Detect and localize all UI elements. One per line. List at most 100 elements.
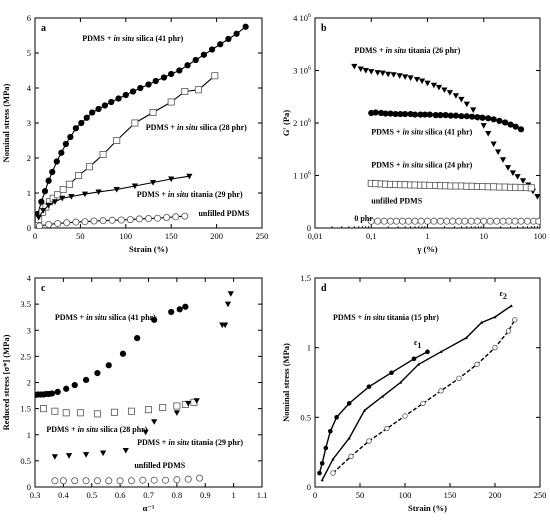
point-unloading [366, 438, 372, 444]
point-unfilled-pdms [90, 217, 98, 225]
point-unfilled-pdms [524, 217, 532, 225]
point-pdms-in-situ-silica-24-phr- [527, 184, 535, 192]
point-pdms-in-situ-titania-26-phr- [413, 76, 421, 83]
point-pdms-in-situ-titania-29-phr- [224, 301, 232, 308]
point-pdms-in-situ-silica-41-phr- [49, 168, 56, 176]
y-tick-label: 1 [27, 430, 31, 440]
point-unfilled-pdms [173, 476, 181, 484]
point-pdms-in-situ-titania-29-phr- [100, 450, 107, 457]
point-unfilled-pdms [455, 217, 463, 225]
point-unfilled-pdms [36, 222, 44, 228]
annotation: PDMS + in situ silica (28 phr) [146, 123, 247, 132]
point-pdms-in-situ-silica-28-phr- [85, 163, 93, 171]
point--1 [411, 356, 417, 362]
point-pdms-in-situ-silica-41-phr- [217, 41, 224, 48]
point-pdms-in-situ-titania-26-phr- [463, 101, 470, 108]
point-unfilled-pdms [135, 215, 143, 223]
point-pdms-in-situ-silica-24-phr- [426, 181, 434, 189]
point-unfilled-pdms [108, 216, 116, 224]
y-axis-label: Nominal stress (MPa) [281, 343, 291, 422]
point--2 [331, 457, 335, 461]
annotation-italic: in situ [86, 313, 107, 322]
point-unfilled-pdms [517, 217, 525, 225]
point-pdms-in-situ-titania-26-phr- [407, 75, 414, 81]
y-tick-label: 3 [27, 118, 31, 128]
point-pdms-in-situ-silica-41-phr- [72, 125, 79, 132]
point-unfilled-pdms [163, 213, 171, 221]
point-pdms-in-situ-silica-41-phr- [517, 126, 525, 133]
x-tick-label: 0 [33, 231, 37, 241]
point-pdms-in-situ-silica-41-phr- [387, 110, 394, 117]
point-pdms-in-situ-titania-29-phr- [59, 195, 66, 202]
point-unfilled-pdms [150, 476, 158, 484]
annotation-part: PDMS + [46, 425, 77, 434]
point-pdms-in-situ-titania-26-phr- [424, 80, 431, 87]
point-unfilled-pdms [93, 477, 101, 485]
annotation: PDMS + in situ silica (24 phr) [371, 161, 472, 170]
point-pdms-in-situ-silica-28-phr- [51, 407, 59, 415]
x-tick-label: 150 [165, 231, 178, 241]
annotation: unfilled PDMS [371, 196, 422, 205]
point--2 [398, 380, 403, 384]
point-pdms-in-situ-titania-29-phr- [149, 180, 157, 186]
point-unfilled-pdms [449, 217, 457, 225]
annotation-subscript: 2 [503, 292, 507, 301]
x-tick-label: 0,01 [308, 231, 323, 241]
point-pdms-in-situ-silica-28-phr- [62, 409, 70, 417]
point-pdms-in-situ-silica-41-phr- [182, 303, 189, 310]
point-pdms-in-situ-silica-28-phr- [93, 410, 101, 418]
point-unfilled-pdms [505, 217, 513, 225]
y-tick-exponent: 6 [308, 118, 311, 124]
point-pdms-in-situ-silica-41-phr- [137, 84, 144, 92]
x-tick-label: 0.3 [30, 490, 41, 500]
point-pdms-in-situ-titania-29-phr- [173, 410, 180, 416]
point--2 [439, 350, 443, 354]
point-unloading [492, 344, 498, 351]
annotation: unfilled PDMS [134, 461, 185, 470]
point-unfilled-pdms [144, 215, 152, 223]
point-pdms-in-situ-silica-41-phr- [89, 109, 96, 116]
y-tick-label: 0.5 [300, 412, 311, 422]
point-pdms-in-situ-silica-28-phr- [144, 406, 152, 414]
point-pdms-in-situ-silica-41-phr- [101, 102, 109, 109]
panel-c: 0.3 0.4 0.5 0.6 0.7 0.8 0.9 1 1.1 0 0.5 1 1.5 2 2.5 3 3.… [1, 273, 267, 513]
annotation-italic: in situ [402, 128, 423, 137]
point-unfilled-pdms [72, 218, 80, 226]
point-pdms-in-situ-silica-41-phr- [512, 123, 519, 130]
point-pdms-in-situ-titania-26-phr- [435, 84, 443, 91]
x-tick-label: 0.7 [143, 490, 154, 500]
point-unfilled-pdms [51, 477, 59, 485]
point-pdms-in-situ-silica-41-phr- [48, 390, 56, 397]
y-tick-label: 2 [27, 153, 31, 163]
y-tick-label: 1 106 [293, 171, 311, 181]
point-unfilled-pdms [480, 217, 488, 225]
annotation: ε1 [414, 338, 421, 350]
point-pdms-in-situ-silica-28-phr- [211, 72, 219, 80]
point-unfilled-pdms [196, 474, 204, 482]
annotation-part: titania (29 phr) [189, 438, 243, 447]
annotation: PDMS + in situ silica (41 phr) [82, 34, 183, 43]
panel-label: d [321, 283, 327, 294]
point-unfilled-pdms [139, 476, 147, 484]
point-pdms-in-situ-titania-29-phr- [45, 202, 52, 209]
point-pdms-in-situ-silica-41-phr- [62, 140, 69, 148]
panel-d: 0 50 100 150 200 250 0 0.5 1 1.5 Strain (%) Nominal… [281, 273, 546, 513]
point-pdms-in-situ-silica-41-phr- [151, 316, 158, 323]
annotation-part: silica (41 phr) [423, 128, 472, 137]
x-tick-label: 250 [534, 490, 547, 500]
point--1 [334, 415, 339, 420]
point-pdms-in-situ-silica-41-phr- [176, 67, 183, 74]
point-unfilled-pdms [436, 217, 444, 225]
point-pdms-in-situ-titania-26-phr- [441, 87, 448, 94]
point-pdms-in-situ-silica-41-phr- [225, 35, 232, 43]
y-tick-label: 0 [27, 482, 31, 492]
y-tick-label: 1 [307, 343, 311, 353]
point-unfilled-pdms [127, 477, 135, 485]
point-pdms-in-situ-silica-28-phr- [181, 88, 189, 96]
annotation: PDMS + in situ titania (29 phr) [137, 190, 243, 199]
y-tick-label: 4 [27, 83, 32, 93]
x-tick-label: 1 [425, 231, 429, 241]
point-pdms-in-situ-titania-29-phr- [142, 429, 149, 436]
point--1 [328, 428, 333, 434]
